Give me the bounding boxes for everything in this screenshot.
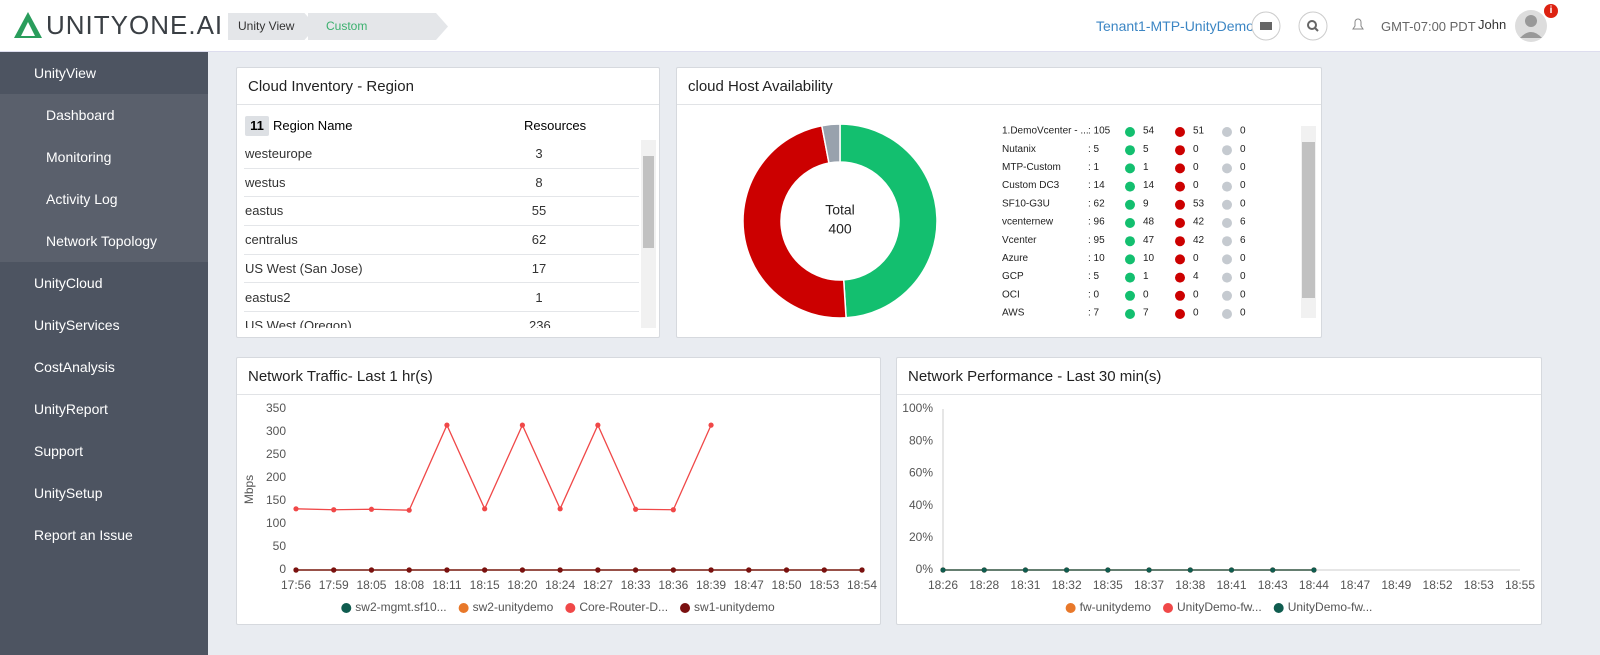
menu-item[interactable]: CostAnalysis [34, 359, 115, 375]
resources: 55 [531, 203, 547, 219]
tenant[interactable]: Tenant1-MTP-UnityDemo [1096, 18, 1254, 34]
traffic-panel: Network Traffic- Last 1 hr(s) [236, 357, 881, 625]
resources: 62 [531, 232, 547, 248]
table-row: westeurope 3 [244, 140, 639, 169]
badge: i [1544, 4, 1558, 18]
submenu-item[interactable]: Monitoring [0, 136, 208, 178]
resources: 8 [535, 174, 543, 190]
region-name: eastus2 [245, 289, 291, 305]
scrollbar[interactable] [641, 140, 656, 328]
logo: UNITYONE.AI [46, 10, 224, 40]
panel-title: Network Traffic- Last 1 hr(s) [237, 358, 880, 395]
menu-item[interactable]: UnityReport [34, 401, 108, 417]
performance-panel: Network Performance - Last 30 min(s) [896, 357, 1542, 625]
menu-item[interactable]: Report an Issue [34, 527, 133, 543]
table-row: westus 8 [244, 169, 639, 198]
region-name: centralus [245, 232, 298, 248]
table-row: centralus 62 [244, 226, 639, 255]
timezone: GMT-07:00 PDT [1381, 19, 1476, 34]
menu-item[interactable]: UnityCloud [34, 275, 103, 291]
menu-item[interactable]: UnityServices [34, 317, 120, 333]
header: UNITYONE.AI Unity View Custom Dashboard … [0, 0, 1600, 52]
panel-title: Network Performance - Last 30 min(s) [897, 358, 1541, 395]
table-row: US West (San Jose) 17 [244, 255, 639, 284]
menu-item[interactable]: UnityView [34, 65, 96, 81]
submenu-item[interactable]: Dashboard [0, 94, 208, 136]
column-header: Resources [524, 118, 587, 133]
user-name[interactable]: John [1478, 17, 1507, 32]
table-row: eastus2 1 [244, 284, 639, 313]
region-name: US West (Oregon) [245, 318, 352, 328]
region-name: westus [245, 174, 286, 190]
breadcrumb[interactable]: Custom Dashboard [308, 13, 448, 40]
count: 11 [245, 116, 269, 136]
resources: 3 [535, 146, 543, 161]
table-row: US West (Oregon) 236 [244, 312, 639, 328]
resources: 1 [535, 289, 543, 305]
breadcrumb[interactable]: Unity View [228, 13, 316, 40]
inventory-panel: Cloud Inventory - Region 11 Region Name … [236, 67, 660, 338]
avatar[interactable] [1514, 8, 1554, 44]
table-body: westeurope 3 westus 8 eastus 55 centralus 62 US … [244, 140, 639, 328]
menu-item[interactable]: UnitySetup [34, 485, 103, 501]
sidebar: UnityView Dashboard Monitoring Activity Log… [0, 52, 208, 655]
column-header: Region Name [273, 118, 353, 133]
availability-panel: cloud Host Availability [676, 67, 1322, 338]
scrollbar[interactable] [1301, 126, 1316, 318]
region-name: westeurope [245, 146, 313, 161]
resources: 17 [531, 260, 547, 276]
resources: 236 [529, 318, 551, 328]
panel-title: cloud Host Availability [677, 68, 1321, 105]
region-name: eastus [245, 203, 284, 219]
logo-icon [14, 12, 42, 38]
bell-icon[interactable] [1350, 17, 1366, 33]
table-row: eastus 55 [244, 197, 639, 227]
menu-item[interactable]: Support [34, 443, 84, 459]
region-name: US West (San Jose) [245, 260, 363, 276]
submenu-item[interactable]: Network Topology [0, 220, 208, 262]
panel-title: Cloud Inventory - Region [237, 68, 659, 105]
header-icons[interactable] [1250, 10, 1330, 42]
submenu-item[interactable]: Activity Log [0, 178, 208, 220]
